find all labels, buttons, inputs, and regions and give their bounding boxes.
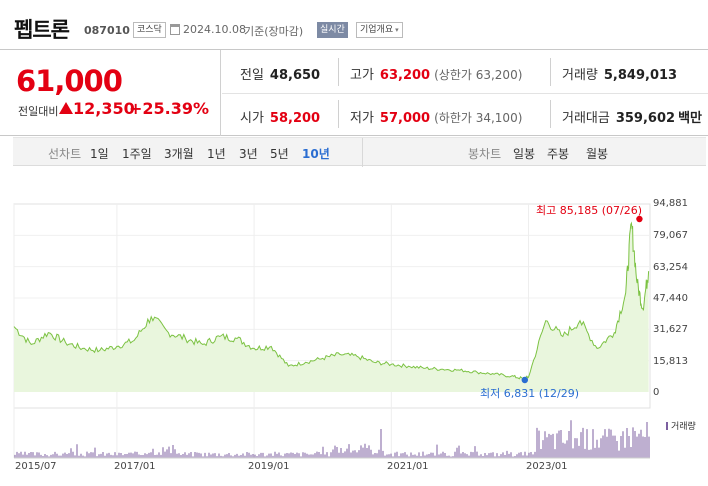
- stock-name: 펩트론: [14, 18, 70, 42]
- divider: [222, 93, 708, 94]
- volume-value: 5,849,013: [603, 68, 678, 83]
- tab-1w[interactable]: 1주일: [122, 147, 152, 161]
- current-price: 61,000: [16, 64, 123, 98]
- x-tick-label: 2021/01: [387, 461, 429, 472]
- tab-3y[interactable]: 3년: [239, 147, 258, 161]
- realtime-button[interactable]: 실시간: [317, 22, 348, 38]
- stock-header: 펩트론 087010 코스닥 2024.10.08 기준(장마감) 실시간 기업…: [0, 0, 708, 44]
- y-tick-label: 47,440: [653, 293, 688, 304]
- tab-daily[interactable]: 일봉: [513, 147, 536, 161]
- price-area: [14, 223, 649, 392]
- stock-code: 087010: [84, 24, 130, 37]
- amount-unit: 백만: [678, 111, 702, 126]
- tab-weekly[interactable]: 주봉: [547, 147, 570, 161]
- price-date: 2024.10.08: [183, 23, 246, 36]
- diff-percent: +25.39%: [129, 99, 210, 118]
- price-basis: 기준(장마감): [244, 25, 304, 38]
- divider: [550, 58, 551, 86]
- tab-monthly[interactable]: 월봉: [586, 147, 609, 161]
- current-price-panel: 61,000 전일대비 12,350 +25.39%: [0, 50, 221, 136]
- y-tick-label: 79,067: [653, 230, 688, 241]
- diff-label: 전일대비: [18, 105, 59, 118]
- amount-label: 거래대금: [562, 111, 610, 126]
- x-tick-label: 2015/07: [15, 461, 57, 472]
- volume-legend: 거래량: [666, 419, 696, 432]
- x-tick-label: 2017/01: [114, 461, 156, 472]
- y-tick-label: 15,813: [653, 356, 688, 367]
- chart-tab-bar: 선차트 1일 1주일 3개월 1년 3년 5년 10년 봉차트 일봉 주봉 월봉: [13, 137, 706, 167]
- line-chart-label: 선차트: [48, 147, 82, 161]
- low-price: 저가 57,000 (하한가 34,100): [350, 107, 522, 126]
- y-tick-label: 0: [653, 387, 660, 398]
- company-overview-label: 기업개요: [360, 25, 394, 35]
- max-label: 최고 85,185 (07/26): [536, 204, 643, 217]
- y-tick-label: 31,627: [653, 324, 688, 335]
- tab-3m[interactable]: 3개월: [164, 147, 194, 161]
- candle-chart-label: 봉차트: [468, 147, 502, 161]
- prev-close: 전일 48,650: [240, 64, 320, 83]
- prev-close-value: 48,650: [269, 68, 321, 83]
- x-tick-label: 2023/01: [526, 461, 568, 472]
- open-price: 시가 58,200: [240, 107, 320, 126]
- y-tick-label: 63,254: [653, 262, 688, 273]
- tab-10y[interactable]: 10년: [302, 147, 330, 161]
- prev-close-label: 전일: [240, 68, 264, 83]
- upper-limit: (상한가 63,200): [434, 68, 523, 82]
- high-value: 63,200: [379, 68, 431, 83]
- up-triangle-icon: [59, 102, 73, 114]
- tab-1d[interactable]: 1일: [90, 147, 109, 161]
- tab-5y[interactable]: 5년: [270, 147, 289, 161]
- amount-value: 359,602: [615, 111, 676, 126]
- open-label: 시가: [240, 111, 264, 126]
- low-label: 저가: [350, 111, 374, 126]
- divider: [362, 138, 363, 167]
- min-marker: [521, 376, 528, 384]
- open-value: 58,200: [269, 111, 321, 126]
- tab-1y[interactable]: 1년: [207, 147, 226, 161]
- high-label: 고가: [350, 68, 374, 83]
- divider: [338, 58, 339, 86]
- high-price: 고가 63,200 (상한가 63,200): [350, 64, 522, 83]
- calendar-icon: [170, 24, 180, 35]
- chevron-down-icon: ▾: [395, 26, 399, 34]
- divider: [550, 100, 551, 128]
- y-tick-label: 94,881: [653, 198, 688, 209]
- max-marker: [636, 215, 643, 223]
- price-summary: 61,000 전일대비 12,350 +25.39% 전일 48,650 고가 63…: [0, 49, 708, 136]
- company-overview-button[interactable]: 기업개요 ▾: [356, 22, 403, 38]
- volume-label: 거래량: [562, 68, 598, 83]
- x-tick-label: 2019/01: [248, 461, 290, 472]
- volume: 거래량 5,849,013: [562, 64, 677, 83]
- diff-value: 12,350: [73, 99, 135, 118]
- market-badge: 코스닥: [133, 22, 166, 38]
- divider: [338, 100, 339, 128]
- lower-limit: (하한가 34,100): [434, 111, 523, 125]
- price-line: [13, 221, 650, 381]
- min-label: 최저 6,831 (12/29): [480, 387, 580, 400]
- trade-amount: 거래대금 359,602 백만: [562, 107, 702, 126]
- low-value: 57,000: [379, 111, 431, 126]
